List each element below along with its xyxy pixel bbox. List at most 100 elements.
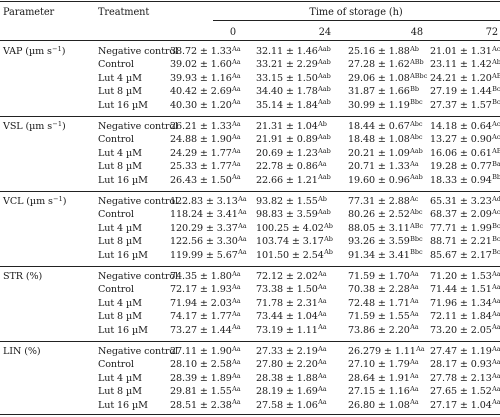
table-cell: 70.38 ± 2.28Aa [348, 283, 419, 296]
group-divider [0, 341, 500, 342]
table-cell: 71.44 ± 1.51Aa [430, 283, 500, 296]
treatment-label: Negative control [98, 46, 179, 57]
header-treatment: Treatment [98, 7, 150, 18]
table-cell: 80.26 ± 2.52Abc [348, 208, 423, 221]
table-cell: 18.44 ± 0.67Abc [348, 119, 423, 132]
table-cell: 73.19 ± 1.11Aa [256, 323, 327, 336]
treatment-label: Lut 16 µM [98, 324, 148, 336]
table-cell: 27.11 ± 1.90Aa [170, 344, 241, 357]
table-cell: 29.06 ± 1.08ABbc [348, 71, 428, 84]
table-cell: 28.51 ± 2.38Aa [170, 398, 241, 411]
treatment-label: Control [98, 209, 134, 221]
table-cell: 71.59 ± 1.70Aa [348, 269, 419, 282]
table-cell: 101.50 ± 2.54Ab [256, 248, 333, 261]
table-cell: 27.19 ± 1.44Bc [430, 84, 500, 98]
table-cell: 34.40 ± 1.78Aab [256, 84, 331, 98]
table-cell: 19.28 ± 0.77Ba [430, 159, 500, 173]
table-cell: 23.11 ± 1.42Ab [430, 58, 500, 71]
table-cell: 85.67 ± 2.17Bc [430, 248, 500, 261]
parameter-label: STR (%) [3, 271, 43, 282]
table-cell: 26.80 ± 1.08Aa [348, 398, 419, 411]
table-cell: 28.17 ± 0.93Aa [430, 358, 500, 371]
bottom-rule [0, 414, 500, 415]
table-cell: 122.83 ± 3.13Aa [170, 194, 247, 207]
table-cell: 120.29 ± 3.37Aa [170, 221, 247, 234]
treatment-label: Control [98, 284, 134, 296]
table-cell: 30.99 ± 1.19Bbc [348, 98, 423, 111]
table-cell: 77.31 ± 2.88Ac [348, 194, 419, 207]
treatment-label: Lut 8 µM [98, 161, 142, 173]
treatment-label: Control [98, 59, 134, 71]
table-cell: 19.60 ± 0.96Aab [348, 173, 423, 186]
table-cell: 71.20 ± 1.53Aa [430, 269, 500, 282]
table-cell: 27.58 ± 1.06Aa [256, 398, 327, 411]
table-cell: 27.80 ± 2.20Aa [256, 358, 327, 371]
treatment-label: Negative control [98, 196, 179, 207]
treatment-label: Lut 4 µM [98, 72, 142, 84]
header-time-title: Time of storage (h) [309, 7, 403, 18]
table-cell: 28.64 ± 1.91Aa [348, 371, 419, 384]
table-cell: 20.69 ± 1.23Aab [256, 146, 331, 159]
table-cell: 73.86 ± 2.20Aa [348, 323, 419, 336]
table-cell: 27.47 ± 1.19Aa [430, 344, 500, 357]
table-cell: 27.28 ± 1.62ABb [348, 58, 424, 71]
table-cell: 18.48 ± 1.08Abc [348, 133, 423, 146]
table-cell: 26.43 ± 1.50Aa [170, 173, 241, 186]
table-cell: 73.38 ± 1.50Aa [256, 283, 327, 296]
table-cell: 33.15 ± 1.50Aab [256, 71, 331, 84]
table-cell: 16.06 ± 0.61ABb [430, 146, 500, 159]
table-cell: 122.56 ± 3.30Aa [170, 234, 247, 248]
treatment-label: Lut 16 µM [98, 174, 148, 186]
table-cell: 72.11 ± 1.84Aa [430, 309, 500, 323]
treatment-label: Control [98, 359, 134, 371]
group-divider [0, 266, 500, 267]
table-cell: 88.71 ± 2.21Bc [430, 234, 500, 248]
table-cell: 73.44 ± 1.04Aa [256, 309, 327, 323]
table-cell: 20.71 ± 1.33Aa [348, 159, 419, 173]
header-time-72: 72 [485, 27, 498, 38]
table-cell: 71.94 ± 2.03Aa [170, 296, 241, 309]
table-cell: 26.279 ± 1.11Aa [348, 344, 425, 357]
table-cell: 39.93 ± 1.16Aa [170, 71, 241, 84]
table-cell: 100.25 ± 4.02Ab [256, 221, 333, 234]
group-divider [0, 116, 500, 117]
table-cell: 22.66 ± 1.21Aab [256, 173, 331, 186]
table-cell: 35.14 ± 1.84Aab [256, 98, 331, 111]
treatment-label: Control [98, 134, 134, 146]
table-cell: 118.24 ± 3.41Aa [170, 208, 247, 221]
table-cell: 22.78 ± 0.86Aa [256, 159, 327, 173]
table-cell: 14.18 ± 0.64Ac [430, 119, 500, 132]
table-cell: 119.99 ± 5.67Aa [170, 248, 247, 261]
parameter-label: VAP (µm s−1) [3, 44, 66, 57]
table-cell: 21.01 ± 1.31Ac [430, 44, 500, 57]
header-parameter: Parameter [3, 7, 55, 18]
table-cell: 31.87 ± 1.66Bb [348, 84, 419, 98]
treatment-label: Negative control [98, 346, 179, 357]
treatment-label: Lut 8 µM [98, 386, 142, 398]
table-cell: 18.33 ± 0.94Bb [430, 173, 500, 186]
table-cell: 24.21 ± 1.20ABc [430, 71, 500, 84]
table-cell: 28.19 ± 1.69Aa [256, 384, 327, 398]
header-time-0: 0 [229, 27, 236, 38]
table-cell: 28.39 ± 1.89Aa [170, 371, 241, 384]
table-cell: 88.05 ± 3.11ABc [348, 221, 424, 234]
header-time-48: 48 [410, 27, 423, 38]
table-cell: 27.15 ± 1.16Aa [348, 384, 419, 398]
treatment-label: Negative control [98, 271, 179, 282]
table-cell: 21.31 ± 1.04Ab [256, 119, 327, 132]
group-divider [0, 191, 500, 192]
table-cell: 21.91 ± 0.89Aab [256, 133, 331, 146]
table-cell: 20.21 ± 1.09Aab [348, 146, 423, 159]
parameter-label: VSL (µm s−1) [3, 119, 66, 132]
table-cell: 77.71 ± 1.99Bc [430, 221, 500, 234]
top-rule [0, 1, 500, 2]
table-cell: 26.21 ± 1.33Aa [170, 119, 241, 132]
table-cell: 103.74 ± 3.17Ab [256, 234, 333, 248]
table-cell: 27.10 ± 1.79Aa [348, 358, 419, 371]
treatment-label: Lut 8 µM [98, 86, 142, 98]
header-rule [0, 40, 500, 41]
table-cell: 72.17 ± 1.93Aa [170, 283, 241, 296]
time-subrule [213, 20, 500, 21]
table-cell: 93.82 ± 1.55Ab [256, 194, 327, 207]
table-cell: 74.35 ± 1.80Aa [170, 269, 241, 282]
